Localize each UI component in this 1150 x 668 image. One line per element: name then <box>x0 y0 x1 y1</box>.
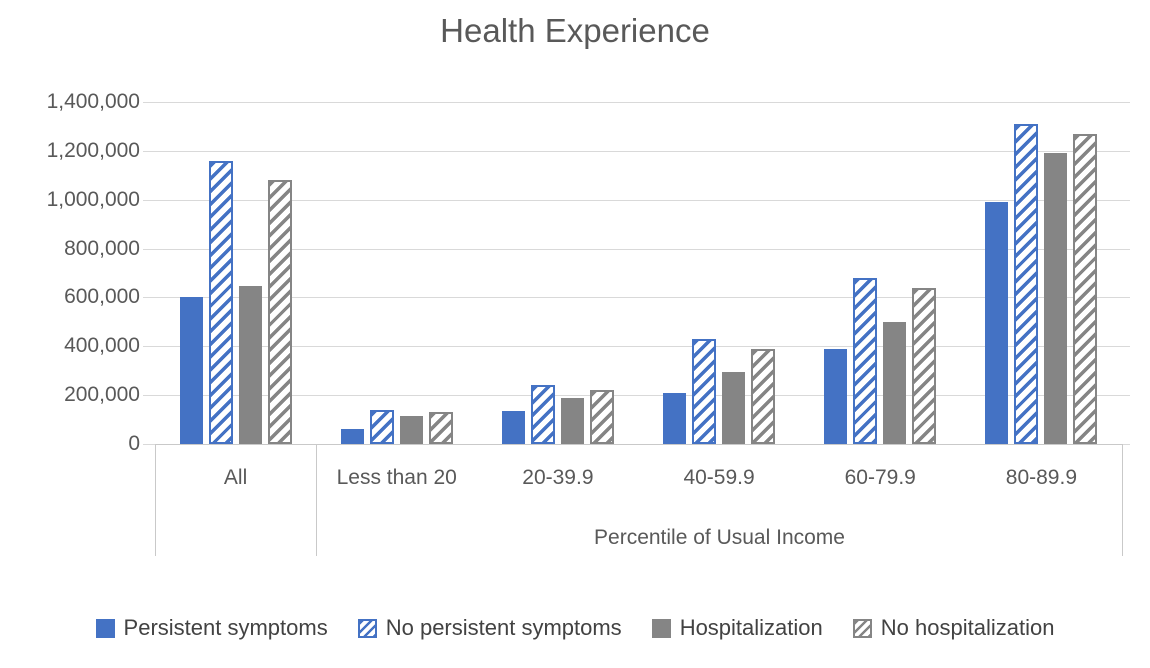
y-axis-labels: 0 200,000 400,000 600,000 800,000 1,000,000 1,… <box>0 0 140 668</box>
axis-divider-right <box>1122 444 1123 556</box>
y-tick-label: 0 <box>128 432 140 455</box>
bar <box>1014 124 1039 444</box>
bar-group <box>961 102 1122 444</box>
bar <box>208 160 233 444</box>
y-tick-label: 1,400,000 <box>46 90 140 113</box>
legend-item: Persistent symptoms <box>95 615 328 641</box>
legend-swatch-icon <box>651 618 671 638</box>
category-label: 60-79.9 <box>844 466 916 489</box>
legend-swatch-icon <box>95 618 115 638</box>
bar <box>751 348 776 444</box>
chart-title: Health Experience <box>440 12 710 49</box>
axis-divider-middle <box>316 444 317 556</box>
axis-divider-left <box>155 444 156 556</box>
bar-group <box>800 102 961 444</box>
bar <box>560 397 584 444</box>
legend-label: Persistent symptoms <box>123 615 328 640</box>
bar <box>692 338 717 444</box>
legend-label: No hospitalization <box>880 615 1055 640</box>
bar <box>1073 133 1098 444</box>
category-label: 80-89.9 <box>1005 466 1078 489</box>
bar-group <box>639 102 800 444</box>
bar <box>589 390 614 444</box>
legend-swatch-icon <box>852 618 872 638</box>
bar <box>501 411 525 444</box>
category-label: Less than 20 <box>336 466 457 489</box>
bar <box>238 286 262 444</box>
bar <box>985 202 1009 444</box>
bar-group <box>477 102 638 444</box>
bar <box>912 287 937 444</box>
category-label: All <box>223 466 248 489</box>
category-label: 40-59.9 <box>683 466 755 489</box>
bar <box>399 415 423 444</box>
bar-group <box>316 102 477 444</box>
bar <box>369 409 394 444</box>
gridline <box>143 297 1130 299</box>
chart-legend: Persistent symptoms No persistent symptom… <box>0 608 1150 648</box>
gridline <box>143 150 1130 152</box>
plot-area <box>143 102 1130 445</box>
bar <box>883 321 907 444</box>
gridline <box>143 346 1130 348</box>
bar <box>179 297 203 444</box>
bar <box>722 371 746 444</box>
legend-label: No persistent symptoms <box>385 615 622 640</box>
bar <box>853 277 878 444</box>
y-tick-label: 600,000 <box>64 285 140 309</box>
y-tick-label: 800,000 <box>64 236 140 260</box>
legend-swatch-icon <box>357 618 377 638</box>
y-tick-label: 400,000 <box>64 334 140 358</box>
gridline <box>143 395 1130 397</box>
category-label: 20-39.9 <box>522 466 594 489</box>
bar <box>267 180 292 444</box>
gridline <box>143 199 1130 201</box>
x-axis-title: Percentile of Usual Income <box>594 526 845 549</box>
legend-item: Hospitalization <box>651 615 823 641</box>
y-tick-label: 200,000 <box>64 383 140 407</box>
bar <box>663 392 687 444</box>
y-tick-label: 1,000,000 <box>46 187 140 211</box>
legend-item: No persistent symptoms <box>357 615 622 641</box>
bar <box>1044 153 1068 444</box>
bar-group <box>155 102 316 444</box>
bar <box>428 412 453 444</box>
bar <box>530 385 555 444</box>
bar <box>340 429 364 444</box>
legend-label: Hospitalization <box>679 615 823 640</box>
y-tick-label: 1,200,000 <box>46 138 140 162</box>
bar <box>824 348 848 444</box>
gridline <box>143 102 1130 103</box>
legend-item: No hospitalization <box>852 615 1055 641</box>
gridline <box>143 248 1130 250</box>
x-axis-baseline <box>155 444 1123 445</box>
